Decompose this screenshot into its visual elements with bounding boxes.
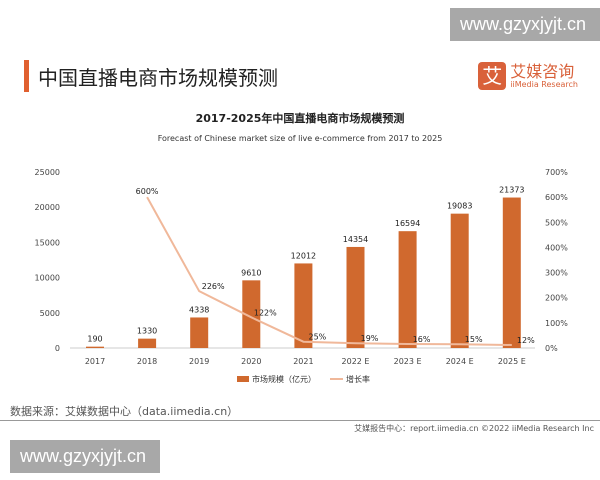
bar: [86, 346, 104, 348]
bar: [398, 231, 417, 348]
legend-line-label: 增长率: [346, 374, 370, 384]
x-tick: 2024 E: [446, 357, 474, 366]
y-right-tick: 700%: [545, 168, 568, 177]
bar: [450, 213, 469, 348]
watermark-bottom: www.gzyxjyjt.cn: [10, 440, 160, 473]
logo-mark: 艾: [478, 62, 507, 90]
x-tick: 2022 E: [342, 357, 370, 366]
y-left-tick: 0: [55, 344, 60, 353]
x-tick: 2025 E: [498, 357, 526, 366]
bar: [138, 338, 157, 348]
x-tick: 2017: [85, 357, 105, 366]
x-tick: 2023 E: [394, 357, 422, 366]
footer: 艾媒报告中心：report.iimedia.cn ©2022 iiMedia R…: [354, 424, 594, 433]
y-left-tick: 20000: [35, 203, 60, 212]
line-label: 16%: [413, 335, 431, 344]
logo-name: 艾媒咨询: [510, 61, 575, 81]
y-right-tick: 600%: [545, 193, 568, 202]
x-tick: 2020: [241, 357, 261, 366]
y-right-tick: 300%: [545, 269, 568, 278]
line-label: 122%: [254, 308, 277, 317]
y-left-tick: 15000: [35, 238, 60, 247]
line-label: 226%: [202, 282, 225, 291]
chart: 2017-2025年中国直播电商市场规模预测 Forecast of Chine…: [35, 111, 569, 384]
bar-label: 14354: [343, 235, 368, 244]
bar-label: 1330: [137, 327, 157, 336]
bar-label: 12012: [291, 251, 316, 260]
bar-label: 21373: [499, 186, 524, 195]
x-tick: 2021: [293, 357, 313, 366]
watermark-top: www.gzyxjyjt.cn: [450, 8, 600, 41]
y-right-tick: 500%: [545, 218, 568, 227]
page-title: 中国直播电商市场规模预测: [38, 66, 278, 90]
y-right-tick: 100%: [545, 319, 568, 328]
bar: [242, 280, 261, 348]
bar-label: 16594: [395, 219, 420, 228]
bar: [190, 317, 209, 348]
bar-label: 190: [87, 335, 102, 344]
line-label: 19%: [361, 334, 379, 343]
chart-subtitle: Forecast of Chinese market size of live …: [158, 134, 443, 143]
legend-bar-label: 市场规模（亿元）: [252, 374, 316, 384]
bar-label: 9610: [241, 268, 261, 277]
bar: [502, 197, 521, 348]
line-label: 15%: [465, 335, 483, 344]
data-source: 数据来源：艾媒数据中心（data.iimedia.cn）: [10, 405, 239, 418]
y-right-tick: 200%: [545, 294, 568, 303]
bar: [294, 263, 313, 348]
y-left-tick: 5000: [40, 309, 60, 318]
bar: [346, 246, 365, 348]
title-accent-bar: [24, 60, 29, 92]
line-label: 600%: [136, 187, 159, 196]
y-left-tick: 25000: [35, 168, 60, 177]
bar-label: 4338: [189, 305, 209, 314]
legend-bar-swatch: [237, 376, 249, 382]
x-tick: 2018: [137, 357, 157, 366]
logo: 艾 艾媒咨询 iiMedia Research: [478, 62, 578, 90]
x-tick: 2019: [189, 357, 209, 366]
y-left-tick: 10000: [35, 274, 60, 283]
y-right-tick: 0%: [545, 344, 558, 353]
y-right-tick: 400%: [545, 243, 568, 252]
divider: [0, 420, 600, 421]
growth-line: [146, 196, 512, 346]
chart-title: 2017-2025年中国直播电商市场规模预测: [196, 111, 405, 125]
line-label: 12%: [517, 336, 535, 345]
line-label: 25%: [309, 333, 327, 342]
logo-sub: iiMedia Research: [510, 79, 578, 89]
bar-label: 19083: [447, 202, 472, 211]
